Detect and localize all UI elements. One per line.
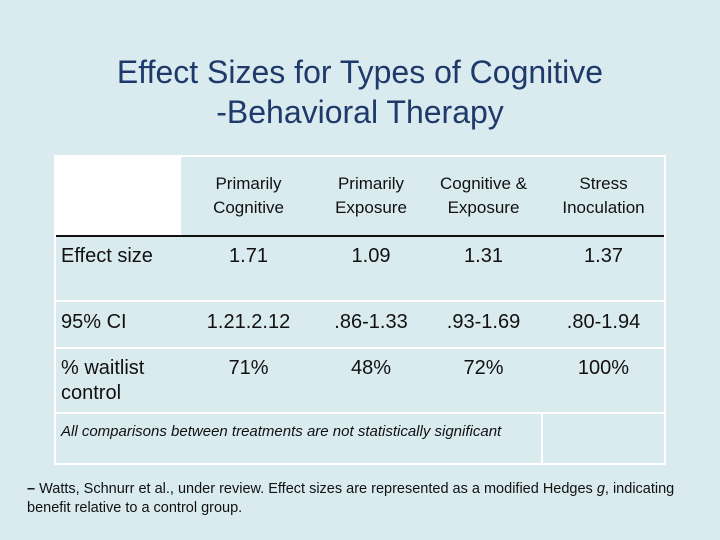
row-label-waitlist-control: % waitlist control: [61, 357, 145, 404]
waitlist-primarily-cognitive: 71%: [228, 357, 269, 379]
waitlist-cognitive-exposure: 72%: [463, 357, 504, 379]
footnote: – Watts, Schnurr et al., under review. E…: [27, 480, 697, 518]
column-header-primarily-cognitive: Primarily Cognitive: [213, 173, 284, 217]
column-header-cognitive-exposure: Cognitive & Exposure: [440, 173, 527, 217]
column-header-stress-inoculation: Stress Inoculation: [562, 173, 645, 217]
row-divider-1: [54, 300, 666, 302]
table-note: All comparisons between treatments are n…: [61, 423, 502, 440]
ci-primarily-exposure: .86-1.33: [334, 311, 408, 333]
waitlist-stress-inoculation: 100%: [577, 357, 630, 379]
effect-size-table: Primarily Cognitive Primarily Exposure C…: [54, 155, 666, 465]
table-left-border: [54, 155, 56, 465]
waitlist-primarily-exposure: 48%: [350, 357, 392, 379]
ci-primarily-cognitive: 1.21.2.12: [206, 311, 291, 333]
ci-stress-inoculation: .80-1.94: [566, 311, 641, 333]
effect-size-cognitive-exposure: 1.31: [464, 245, 503, 267]
footnote-hedges-g: g: [596, 481, 605, 497]
footnote-dash: –: [27, 481, 36, 497]
title-line-1: Effect Sizes for Types of Cognitive: [116, 54, 604, 90]
row-label-effect-size: Effect size: [61, 245, 153, 267]
header-divider: [54, 235, 666, 237]
note-cell-divider: [541, 412, 543, 465]
effect-size-primarily-exposure: 1.09: [351, 245, 391, 267]
table-right-border: [664, 155, 666, 465]
table-top-border: [54, 155, 666, 157]
row-divider-3: [54, 412, 666, 414]
row-label-ci: 95% CI: [61, 311, 127, 333]
effect-size-stress-inoculation: 1.37: [584, 245, 623, 267]
ci-cognitive-exposure: .93-1.69: [446, 311, 521, 333]
footnote-text-before: Watts, Schnurr et al., under review. Eff…: [35, 481, 597, 497]
column-header-primarily-exposure: Primarily Exposure: [335, 173, 407, 217]
effect-size-primarily-cognitive: 1.71: [229, 245, 268, 267]
footnote-text-after: , indicating benefit relative to a contr…: [27, 481, 675, 516]
header-blank-cell: [54, 155, 181, 236]
row-divider-2: [54, 347, 666, 349]
slide-title: Effect Sizes for Types of Cognitive -Beh…: [0, 52, 720, 132]
table-bottom-border: [54, 463, 666, 465]
title-line-2: -Behavioral Therapy: [216, 94, 504, 130]
